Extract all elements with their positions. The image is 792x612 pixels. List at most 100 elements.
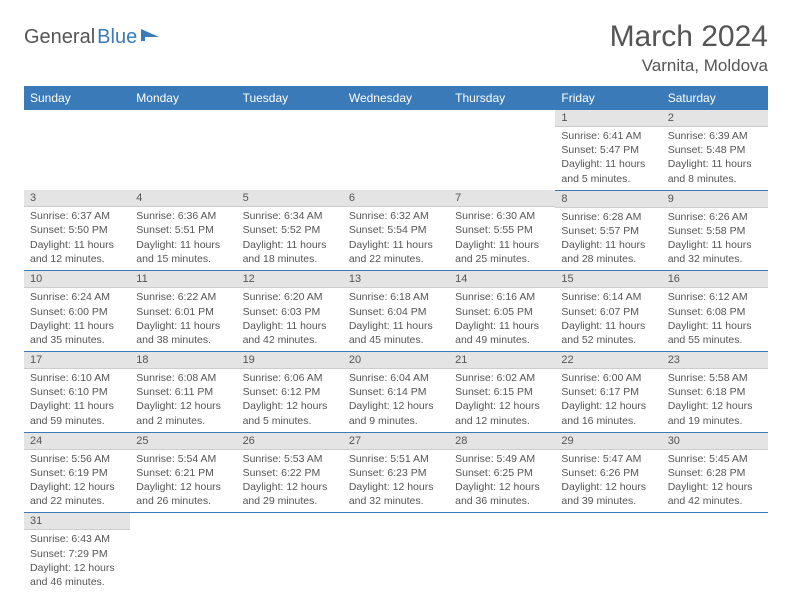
day-number: 21	[449, 352, 555, 369]
day-cell: 5Sunrise: 6:34 AMSunset: 5:52 PMDaylight…	[237, 190, 343, 271]
daylight-line: Daylight: 12 hours and 39 minutes.	[561, 480, 655, 508]
sunrise-line: Sunrise: 6:00 AM	[561, 371, 655, 385]
day-data: Sunrise: 5:53 AMSunset: 6:22 PMDaylight:…	[237, 450, 343, 513]
sunrise-line: Sunrise: 6:30 AM	[455, 209, 549, 223]
daylight-line: Daylight: 12 hours and 36 minutes.	[455, 480, 549, 508]
empty-cell	[237, 513, 343, 593]
sunset-line: Sunset: 6:26 PM	[561, 466, 655, 480]
day-number: 6	[343, 190, 449, 207]
sunrise-line: Sunrise: 6:41 AM	[561, 129, 655, 143]
day-cell: 24Sunrise: 5:56 AMSunset: 6:19 PMDayligh…	[24, 432, 130, 513]
calendar-row: 3Sunrise: 6:37 AMSunset: 5:50 PMDaylight…	[24, 190, 768, 271]
day-cell: 1Sunrise: 6:41 AMSunset: 5:47 PMDaylight…	[555, 110, 661, 190]
day-number: 4	[130, 190, 236, 207]
day-data: Sunrise: 6:37 AMSunset: 5:50 PMDaylight:…	[24, 207, 130, 270]
sunrise-line: Sunrise: 6:18 AM	[349, 290, 443, 304]
day-cell: 6Sunrise: 6:32 AMSunset: 5:54 PMDaylight…	[343, 190, 449, 271]
logo: GeneralBlue	[24, 26, 163, 49]
day-number: 10	[24, 271, 130, 288]
empty-cell	[237, 110, 343, 190]
sunset-line: Sunset: 6:19 PM	[30, 466, 124, 480]
daylight-line: Daylight: 11 hours and 5 minutes.	[561, 157, 655, 185]
day-number: 11	[130, 271, 236, 288]
sunrise-line: Sunrise: 5:58 AM	[668, 371, 762, 385]
sunrise-line: Sunrise: 6:39 AM	[668, 129, 762, 143]
day-cell: 23Sunrise: 5:58 AMSunset: 6:18 PMDayligh…	[662, 352, 768, 433]
day-data: Sunrise: 5:45 AMSunset: 6:28 PMDaylight:…	[662, 450, 768, 513]
empty-cell	[24, 110, 130, 190]
day-data: Sunrise: 6:08 AMSunset: 6:11 PMDaylight:…	[130, 369, 236, 432]
sunset-line: Sunset: 6:18 PM	[668, 385, 762, 399]
sunset-line: Sunset: 6:25 PM	[455, 466, 549, 480]
sunset-line: Sunset: 6:03 PM	[243, 305, 337, 319]
day-data: Sunrise: 6:41 AMSunset: 5:47 PMDaylight:…	[555, 127, 661, 190]
day-data: Sunrise: 6:22 AMSunset: 6:01 PMDaylight:…	[130, 288, 236, 351]
daylight-line: Daylight: 12 hours and 26 minutes.	[136, 480, 230, 508]
day-cell: 3Sunrise: 6:37 AMSunset: 5:50 PMDaylight…	[24, 190, 130, 271]
day-cell: 25Sunrise: 5:54 AMSunset: 6:21 PMDayligh…	[130, 432, 236, 513]
daylight-line: Daylight: 11 hours and 59 minutes.	[30, 399, 124, 427]
day-cell: 17Sunrise: 6:10 AMSunset: 6:10 PMDayligh…	[24, 352, 130, 433]
sunrise-line: Sunrise: 5:45 AM	[668, 452, 762, 466]
day-cell: 22Sunrise: 6:00 AMSunset: 6:17 PMDayligh…	[555, 352, 661, 433]
day-data: Sunrise: 6:12 AMSunset: 6:08 PMDaylight:…	[662, 288, 768, 351]
sunrise-line: Sunrise: 5:54 AM	[136, 452, 230, 466]
sunset-line: Sunset: 5:54 PM	[349, 223, 443, 237]
daylight-line: Daylight: 12 hours and 12 minutes.	[455, 399, 549, 427]
daylight-line: Daylight: 11 hours and 38 minutes.	[136, 319, 230, 347]
day-cell: 10Sunrise: 6:24 AMSunset: 6:00 PMDayligh…	[24, 271, 130, 352]
day-cell: 29Sunrise: 5:47 AMSunset: 6:26 PMDayligh…	[555, 432, 661, 513]
calendar-body: 1Sunrise: 6:41 AMSunset: 5:47 PMDaylight…	[24, 110, 768, 593]
daylight-line: Daylight: 11 hours and 18 minutes.	[243, 238, 337, 266]
sunset-line: Sunset: 6:05 PM	[455, 305, 549, 319]
day-cell: 8Sunrise: 6:28 AMSunset: 5:57 PMDaylight…	[555, 190, 661, 271]
flag-icon	[141, 26, 163, 49]
sunset-line: Sunset: 6:00 PM	[30, 305, 124, 319]
day-cell: 11Sunrise: 6:22 AMSunset: 6:01 PMDayligh…	[130, 271, 236, 352]
day-data: Sunrise: 6:43 AMSunset: 7:29 PMDaylight:…	[24, 530, 130, 593]
sunset-line: Sunset: 6:23 PM	[349, 466, 443, 480]
weekday-header: Monday	[130, 86, 236, 110]
sunset-line: Sunset: 6:28 PM	[668, 466, 762, 480]
daylight-line: Daylight: 11 hours and 45 minutes.	[349, 319, 443, 347]
sunrise-line: Sunrise: 6:36 AM	[136, 209, 230, 223]
day-cell: 21Sunrise: 6:02 AMSunset: 6:15 PMDayligh…	[449, 352, 555, 433]
day-cell: 20Sunrise: 6:04 AMSunset: 6:14 PMDayligh…	[343, 352, 449, 433]
day-data: Sunrise: 5:58 AMSunset: 6:18 PMDaylight:…	[662, 369, 768, 432]
sunset-line: Sunset: 6:15 PM	[455, 385, 549, 399]
daylight-line: Daylight: 12 hours and 29 minutes.	[243, 480, 337, 508]
day-number: 7	[449, 190, 555, 207]
sunrise-line: Sunrise: 5:53 AM	[243, 452, 337, 466]
day-cell: 30Sunrise: 5:45 AMSunset: 6:28 PMDayligh…	[662, 432, 768, 513]
day-data: Sunrise: 6:20 AMSunset: 6:03 PMDaylight:…	[237, 288, 343, 351]
weekday-header: Saturday	[662, 86, 768, 110]
day-cell: 14Sunrise: 6:16 AMSunset: 6:05 PMDayligh…	[449, 271, 555, 352]
logo-word1: General	[24, 26, 95, 49]
day-data: Sunrise: 6:36 AMSunset: 5:51 PMDaylight:…	[130, 207, 236, 270]
day-data: Sunrise: 5:49 AMSunset: 6:25 PMDaylight:…	[449, 450, 555, 513]
daylight-line: Daylight: 11 hours and 49 minutes.	[455, 319, 549, 347]
sunset-line: Sunset: 6:10 PM	[30, 385, 124, 399]
calendar-table: SundayMondayTuesdayWednesdayThursdayFrid…	[24, 86, 768, 593]
sunset-line: Sunset: 6:11 PM	[136, 385, 230, 399]
day-data: Sunrise: 6:39 AMSunset: 5:48 PMDaylight:…	[662, 127, 768, 190]
sunrise-line: Sunrise: 6:08 AM	[136, 371, 230, 385]
daylight-line: Daylight: 11 hours and 25 minutes.	[455, 238, 549, 266]
sunrise-line: Sunrise: 6:26 AM	[668, 210, 762, 224]
sunset-line: Sunset: 6:17 PM	[561, 385, 655, 399]
empty-cell	[555, 513, 661, 593]
sunrise-line: Sunrise: 6:22 AM	[136, 290, 230, 304]
day-number: 22	[555, 352, 661, 369]
day-number: 28	[449, 433, 555, 450]
day-number: 13	[343, 271, 449, 288]
day-data: Sunrise: 6:14 AMSunset: 6:07 PMDaylight:…	[555, 288, 661, 351]
sunrise-line: Sunrise: 6:04 AM	[349, 371, 443, 385]
day-number: 1	[555, 110, 661, 127]
daylight-line: Daylight: 11 hours and 42 minutes.	[243, 319, 337, 347]
day-data: Sunrise: 5:56 AMSunset: 6:19 PMDaylight:…	[24, 450, 130, 513]
daylight-line: Daylight: 12 hours and 42 minutes.	[668, 480, 762, 508]
sunset-line: Sunset: 6:04 PM	[349, 305, 443, 319]
day-number: 26	[237, 433, 343, 450]
sunset-line: Sunset: 6:14 PM	[349, 385, 443, 399]
day-data: Sunrise: 6:30 AMSunset: 5:55 PMDaylight:…	[449, 207, 555, 270]
